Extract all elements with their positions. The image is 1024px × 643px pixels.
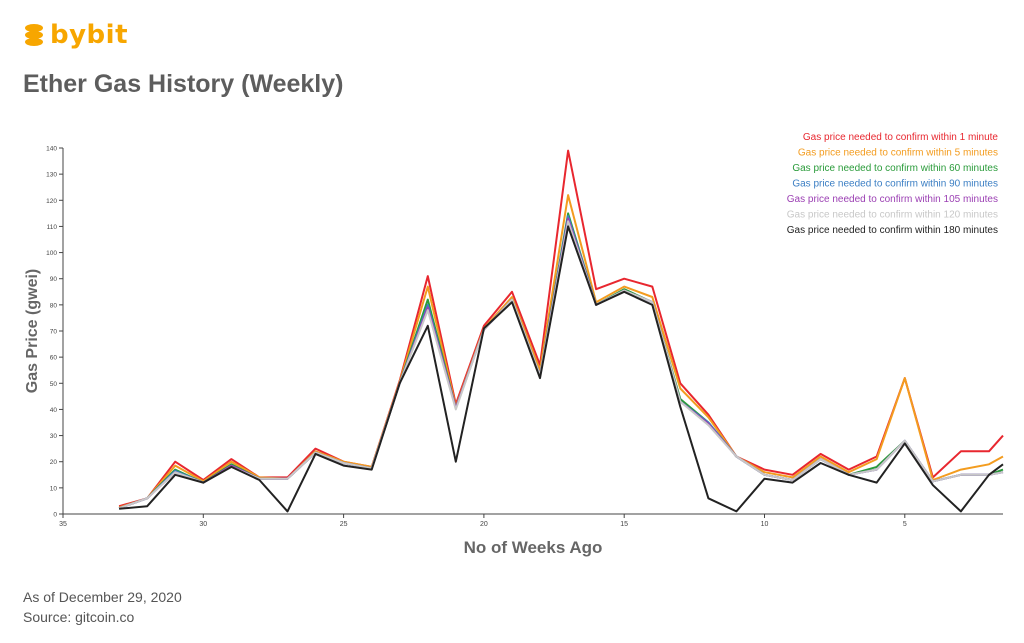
y-tick-label: 20: [50, 459, 58, 466]
as-of-date: As of December 29, 2020: [23, 589, 182, 605]
y-tick-label: 140: [46, 146, 57, 153]
y-tick-label: 0: [53, 512, 57, 519]
x-tick-label: 30: [199, 521, 207, 528]
legend-item-1: Gas price needed to confirm within 1 min…: [803, 132, 999, 143]
x-tick-label: 35: [59, 521, 67, 528]
x-tick-label: 10: [761, 521, 769, 528]
y-tick-label: 50: [50, 381, 58, 388]
legend-item-2: Gas price needed to confirm within 5 min…: [798, 148, 998, 159]
series-line-7: [119, 225, 1004, 513]
x-tick-label: 15: [620, 521, 628, 528]
x-tick-label: 25: [340, 521, 348, 528]
legend-item-6: Gas price needed to confirm within 120 m…: [787, 210, 998, 221]
legend-item-3: Gas price needed to confirm within 60 mi…: [792, 163, 998, 174]
legend-item-7: Gas price needed to confirm within 180 m…: [787, 225, 998, 236]
y-axis-label: Gas Price (gwei): [24, 269, 41, 394]
y-tick-label: 70: [50, 329, 58, 336]
y-tick-label: 60: [50, 355, 58, 362]
x-tick-label: 5: [903, 521, 907, 528]
y-tick-label: 100: [46, 250, 57, 257]
y-tick-label: 10: [50, 485, 58, 492]
series-line-6: [118, 220, 1004, 510]
x-tick-label: 20: [480, 521, 488, 528]
y-tick-label: 40: [50, 407, 58, 414]
y-tick-label: 120: [46, 198, 57, 205]
brand-name: bybit: [50, 20, 129, 50]
footer: As of December 29, 2020 Source: gitcoin.…: [23, 587, 182, 627]
legend-item-4: Gas price needed to confirm within 90 mi…: [792, 179, 998, 190]
series-line-2: [118, 194, 1004, 509]
y-tick-label: 30: [50, 433, 58, 440]
y-tick-label: 80: [50, 302, 58, 309]
y-tick-label: 130: [46, 172, 57, 179]
legend-item-5: Gas price needed to confirm within 105 m…: [787, 194, 998, 205]
y-tick-label: 110: [47, 224, 58, 231]
y-tick-label: 90: [50, 276, 58, 283]
source-credit: Source: gitcoin.co: [23, 609, 135, 625]
x-axis-label: No of Weeks Ago: [464, 538, 603, 557]
page-title: Ether Gas History (Weekly): [23, 70, 344, 98]
bybit-logo: bybit: [22, 20, 128, 50]
bybit-coin-icon: [25, 24, 43, 46]
